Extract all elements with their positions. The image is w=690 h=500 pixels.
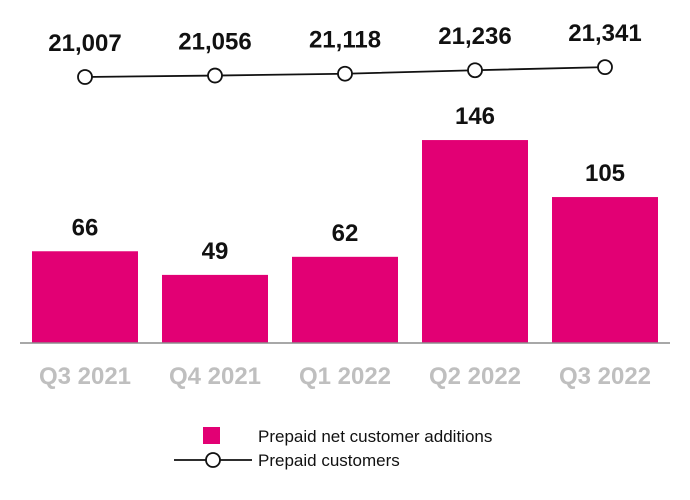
x-tick-label: Q2 2022 <box>429 363 521 390</box>
line-point <box>467 62 483 79</box>
bar <box>552 197 658 343</box>
bar <box>32 251 138 343</box>
x-axis-tick-labels: Q3 2021 Q4 2021 Q1 2022 Q2 2022 Q3 2022 <box>39 363 651 390</box>
x-tick-label: Q1 2022 <box>299 363 391 390</box>
bar-value-label: 49 <box>202 238 229 265</box>
legend-label-bar: Prepaid net customer additions <box>258 427 492 446</box>
bar-value-label: 66 <box>72 214 99 241</box>
bar-series <box>32 140 658 343</box>
line-value-label: 21,236 <box>438 23 511 50</box>
x-tick-label: Q4 2021 <box>169 363 261 390</box>
x-tick-label: Q3 2021 <box>39 363 131 390</box>
bar <box>292 256 398 343</box>
line-series <box>77 59 613 85</box>
bar-value-label: 146 <box>455 103 495 130</box>
line-value-label: 21,056 <box>178 29 251 56</box>
legend-swatch-bar <box>203 427 220 444</box>
line-value-label: 21,341 <box>568 20 641 47</box>
bar <box>162 274 268 343</box>
legend: Prepaid net customer additions Prepaid c… <box>174 427 492 470</box>
bar-value-labels: 66 49 62 146 105 <box>72 103 625 265</box>
x-tick-label: Q3 2022 <box>559 363 651 390</box>
line-value-labels: 21,007 21,056 21,118 21,236 21,341 <box>48 20 641 57</box>
line-point <box>597 59 613 76</box>
bar-value-label: 105 <box>585 160 625 187</box>
line-point <box>337 65 353 82</box>
bar-value-label: 62 <box>332 220 359 247</box>
line-point <box>77 69 93 85</box>
legend-label-line: Prepaid customers <box>258 451 400 470</box>
line-value-label: 21,007 <box>48 30 121 57</box>
line-point <box>207 67 223 84</box>
bar <box>422 140 528 343</box>
line-value-label: 21,118 <box>309 27 381 54</box>
legend-swatch-marker <box>205 452 221 468</box>
